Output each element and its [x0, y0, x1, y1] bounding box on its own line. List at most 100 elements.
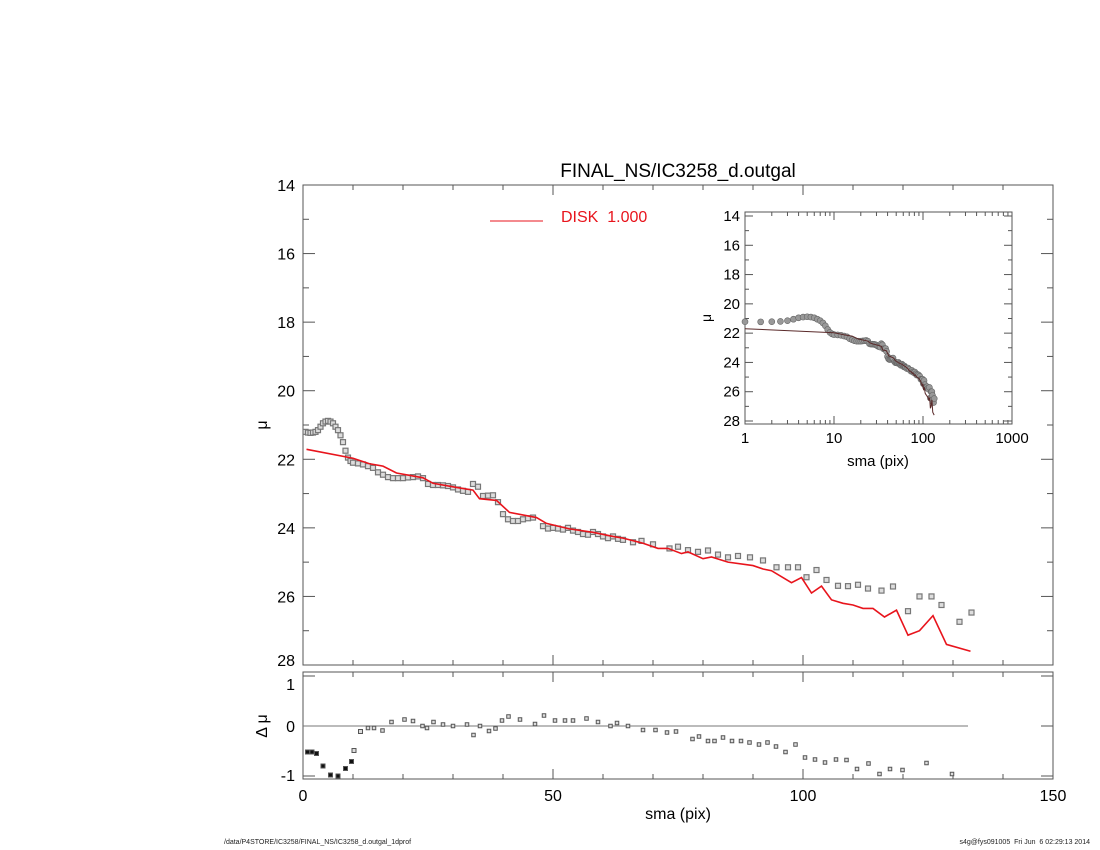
x-tick-label: 0 [299, 788, 308, 805]
legend-label-disk: DISK 1.000 [561, 209, 647, 226]
residual-point [653, 727, 658, 733]
residual-point [640, 727, 646, 733]
data-point [928, 593, 935, 600]
residual-point [365, 725, 371, 731]
data-point [938, 601, 945, 609]
residual-point [584, 716, 589, 721]
data-point [878, 587, 885, 594]
residual-y-tick-label: 0 [286, 719, 295, 736]
residual-point [380, 728, 385, 733]
residual-point [402, 717, 407, 722]
chart-title: FINAL_NS/IC3258_d.outgal [560, 161, 796, 182]
residual-point [420, 723, 425, 729]
residual-point [351, 748, 357, 753]
inset-y-tick-label: 22 [723, 325, 740, 342]
residual-y-tick-label: 1 [286, 677, 295, 694]
data-point [794, 564, 802, 571]
data-point [714, 551, 722, 558]
data-point [339, 439, 347, 446]
y-tick-label: 28 [277, 653, 295, 670]
inset-y-tick-label: 28 [723, 413, 740, 430]
residual-point [371, 725, 377, 731]
residual-point [866, 761, 871, 766]
inset-x-axis-label: sma (pix) [847, 453, 909, 470]
residual-point [822, 760, 828, 765]
data-point [579, 530, 587, 538]
data-point [844, 583, 852, 590]
residual-point [471, 732, 476, 738]
data-point [479, 492, 487, 500]
data-point [584, 531, 592, 538]
inset-y-tick-label: 14 [723, 208, 740, 225]
inset-y-tick-label: 16 [723, 237, 740, 254]
inset-y-axis-label: μ [698, 314, 714, 322]
residual-point [410, 718, 416, 724]
data-point [904, 608, 912, 615]
residual-point [562, 718, 568, 723]
inset-x-tick-label: 1 [741, 430, 749, 447]
residual-point [349, 759, 354, 764]
inset-frame [744, 211, 1013, 425]
inset-y-tick-label: 24 [723, 354, 740, 371]
y-tick-label: 20 [277, 384, 295, 401]
residual-point [614, 720, 620, 726]
legend: DISK 1.000 [490, 209, 647, 226]
residual-point [783, 749, 788, 755]
data-point [337, 432, 344, 439]
inset-x-tick-label: 1000 [995, 430, 1028, 447]
residual-point [309, 749, 315, 755]
inset-data-point [757, 318, 764, 326]
data-point [834, 582, 842, 589]
residual-point [793, 742, 798, 747]
inset-data-point [768, 318, 776, 326]
residual-point [431, 719, 436, 725]
data-point [509, 517, 517, 525]
data-point [968, 609, 975, 616]
residual-point [844, 757, 849, 763]
residual-point [696, 734, 702, 739]
data-point [674, 543, 682, 550]
residual-point [924, 760, 929, 766]
data-point [474, 483, 482, 490]
y-tick-label: 18 [277, 315, 295, 332]
inset-data-point [784, 317, 791, 324]
data-point [864, 585, 872, 592]
data-point [916, 593, 923, 600]
inset-panel: 14 16 18 20 22 24 26 281 10 100 1000 [723, 208, 1028, 447]
residual-point [705, 738, 711, 744]
inset-data-point [741, 318, 749, 326]
residual-point [887, 766, 893, 772]
inset-x-tick-label: 100 [910, 430, 935, 447]
residual-point [738, 738, 744, 744]
residual-point [747, 740, 752, 745]
residual-point [720, 735, 726, 740]
residual-point [712, 738, 717, 744]
footer-timestamp: s4g@fys091005 Fri Jun 6 02:29:13 2014 [959, 839, 1090, 846]
residual-point [552, 718, 558, 723]
residual-point [532, 721, 538, 727]
residual-point [499, 718, 505, 723]
residual-point [729, 738, 735, 744]
data-point [889, 583, 897, 590]
data-point [519, 516, 527, 523]
y-tick-label: 16 [277, 247, 295, 264]
residual-point [477, 723, 483, 729]
data-point [334, 427, 342, 434]
residual-point [493, 726, 498, 731]
residual-point [320, 763, 326, 769]
residual-point [358, 729, 363, 734]
data-point [813, 566, 820, 574]
data-point [784, 564, 792, 571]
data-point [854, 581, 862, 588]
data-point [374, 469, 382, 476]
main-panel: 14 16 18 20 22 24 26 28 [277, 178, 1054, 670]
data-point [484, 492, 492, 499]
residual-point [541, 713, 547, 718]
x-tick-label: 50 [544, 788, 562, 805]
residual-point [673, 729, 679, 734]
residual-point [506, 714, 511, 719]
y-tick-label: 22 [277, 452, 295, 469]
data-point [384, 474, 392, 481]
